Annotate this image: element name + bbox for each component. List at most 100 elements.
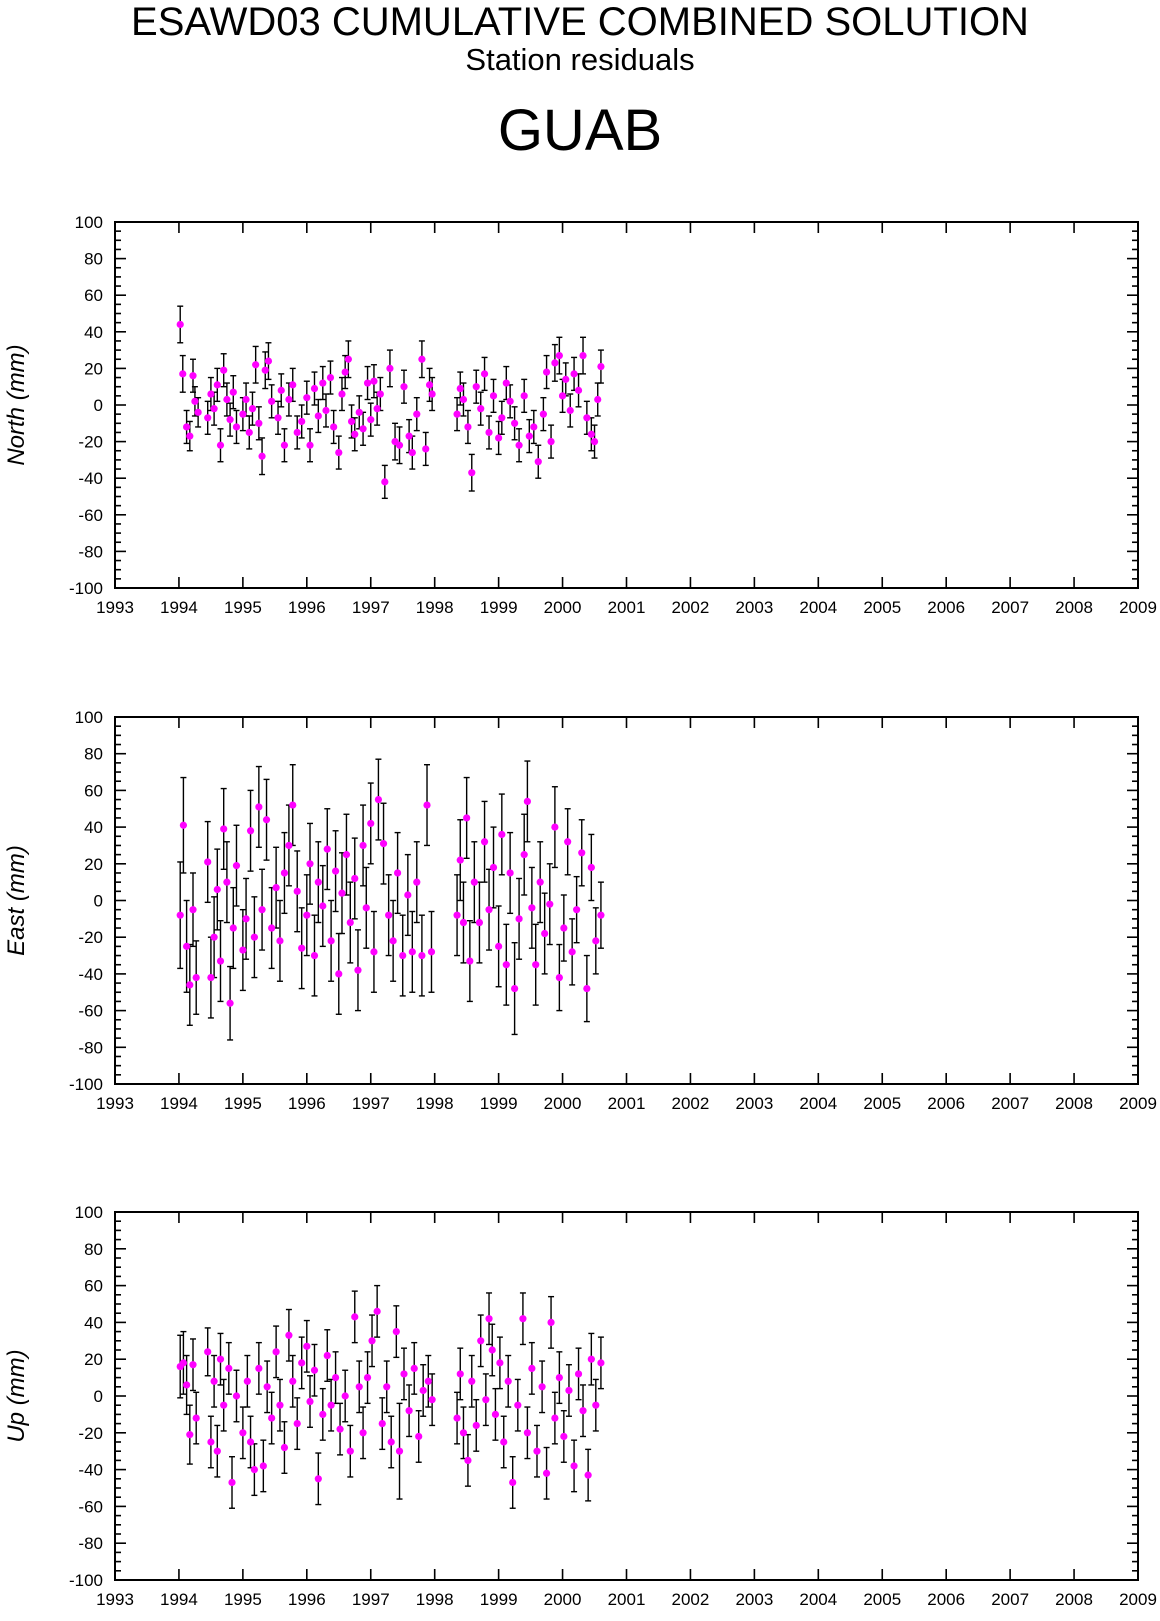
data-point bbox=[293, 428, 301, 437]
x-tick-label: 2002 bbox=[672, 1590, 710, 1609]
data-point bbox=[386, 364, 394, 372]
data-point bbox=[533, 1447, 541, 1455]
data-point bbox=[502, 379, 510, 387]
data-point bbox=[385, 911, 393, 919]
data-point bbox=[242, 915, 250, 923]
data-point bbox=[189, 906, 197, 914]
data-point bbox=[456, 856, 464, 864]
x-tick-label: 2009 bbox=[1119, 1590, 1157, 1609]
data-point bbox=[186, 432, 194, 440]
data-point bbox=[351, 874, 359, 883]
data-point bbox=[383, 1383, 391, 1391]
data-point bbox=[189, 1361, 197, 1369]
x-tick-label: 2005 bbox=[863, 1094, 901, 1113]
x-tick-label: 2004 bbox=[799, 598, 837, 617]
data-point bbox=[395, 1447, 404, 1455]
data-point bbox=[310, 951, 319, 960]
data-point bbox=[351, 430, 359, 438]
data-point bbox=[424, 1377, 432, 1385]
data-point bbox=[183, 942, 191, 950]
x-tick-label: 2006 bbox=[927, 1590, 965, 1609]
data-point bbox=[306, 860, 314, 868]
data-point bbox=[472, 383, 480, 391]
data-point bbox=[298, 944, 306, 952]
data-point bbox=[207, 390, 215, 398]
data-point bbox=[216, 957, 225, 965]
data-point bbox=[293, 887, 301, 895]
data-point bbox=[373, 1307, 381, 1315]
data-point bbox=[346, 918, 354, 927]
data-point bbox=[220, 366, 228, 374]
x-tick-label: 2002 bbox=[672, 1094, 710, 1113]
plot-panel-0: 1993 1994 1995 1996 1997 1998 1999 2000 2001 2002… bbox=[3, 213, 1157, 617]
data-point bbox=[314, 1475, 322, 1483]
data-point bbox=[264, 357, 273, 365]
data-point bbox=[498, 830, 506, 839]
data-point bbox=[359, 1429, 367, 1437]
data-point bbox=[319, 1410, 327, 1418]
data-point bbox=[594, 395, 602, 404]
x-tick-label: 2003 bbox=[735, 1590, 773, 1609]
data-point bbox=[314, 878, 322, 886]
data-point bbox=[213, 885, 221, 894]
data-point bbox=[194, 408, 202, 416]
data-point bbox=[367, 819, 375, 828]
data-point bbox=[285, 1331, 293, 1339]
data-point bbox=[578, 849, 586, 857]
data-point bbox=[453, 1414, 461, 1422]
data-point bbox=[344, 355, 352, 363]
data-point bbox=[272, 884, 280, 892]
data-point bbox=[495, 434, 503, 442]
x-tick-label: 1993 bbox=[96, 598, 134, 617]
data-point bbox=[547, 1318, 555, 1326]
data-point bbox=[482, 1396, 490, 1404]
data-point bbox=[319, 379, 327, 387]
y-tick-label: -40 bbox=[78, 1461, 103, 1480]
data-point bbox=[488, 1346, 496, 1354]
data-point bbox=[555, 973, 563, 982]
data-point bbox=[404, 891, 412, 899]
y-tick-label: 100 bbox=[75, 1203, 103, 1222]
data-point bbox=[519, 1315, 527, 1323]
data-point bbox=[276, 1401, 284, 1409]
data-point bbox=[574, 1370, 583, 1378]
y-tick-label: 0 bbox=[94, 892, 103, 911]
data-point bbox=[186, 1431, 194, 1439]
data-point bbox=[399, 951, 407, 960]
data-point bbox=[422, 445, 430, 453]
x-tick-label: 1995 bbox=[224, 598, 262, 617]
data-point bbox=[246, 1438, 255, 1446]
data-point bbox=[583, 414, 591, 422]
data-point bbox=[347, 417, 356, 426]
data-point bbox=[268, 1414, 276, 1422]
data-point bbox=[584, 1471, 592, 1479]
data-point bbox=[243, 1377, 251, 1385]
data-point bbox=[298, 417, 306, 426]
y-tick-label: 0 bbox=[94, 396, 103, 415]
data-point bbox=[179, 370, 187, 378]
y-tick-label: 0 bbox=[94, 1387, 103, 1406]
data-point bbox=[274, 414, 282, 422]
data-point bbox=[528, 1364, 536, 1372]
data-point bbox=[511, 419, 519, 427]
data-point bbox=[583, 984, 591, 993]
data-point bbox=[191, 397, 199, 405]
data-point bbox=[338, 889, 346, 897]
data-point bbox=[520, 392, 528, 400]
data-point bbox=[536, 878, 544, 886]
data-point bbox=[373, 405, 381, 413]
x-tick-label: 2006 bbox=[927, 598, 965, 617]
data-point bbox=[597, 1359, 605, 1367]
data-point bbox=[514, 1401, 522, 1409]
data-point bbox=[232, 423, 241, 431]
data-point bbox=[220, 825, 228, 833]
data-point bbox=[539, 410, 547, 418]
x-tick-label: 1997 bbox=[352, 598, 390, 617]
data-point bbox=[210, 405, 218, 413]
data-point bbox=[504, 1377, 512, 1385]
data-point bbox=[485, 906, 493, 914]
data-point bbox=[532, 961, 540, 969]
y-tick-label: -100 bbox=[69, 1075, 103, 1094]
y-axis-title: North (mm) bbox=[3, 344, 30, 465]
data-point bbox=[568, 948, 576, 956]
